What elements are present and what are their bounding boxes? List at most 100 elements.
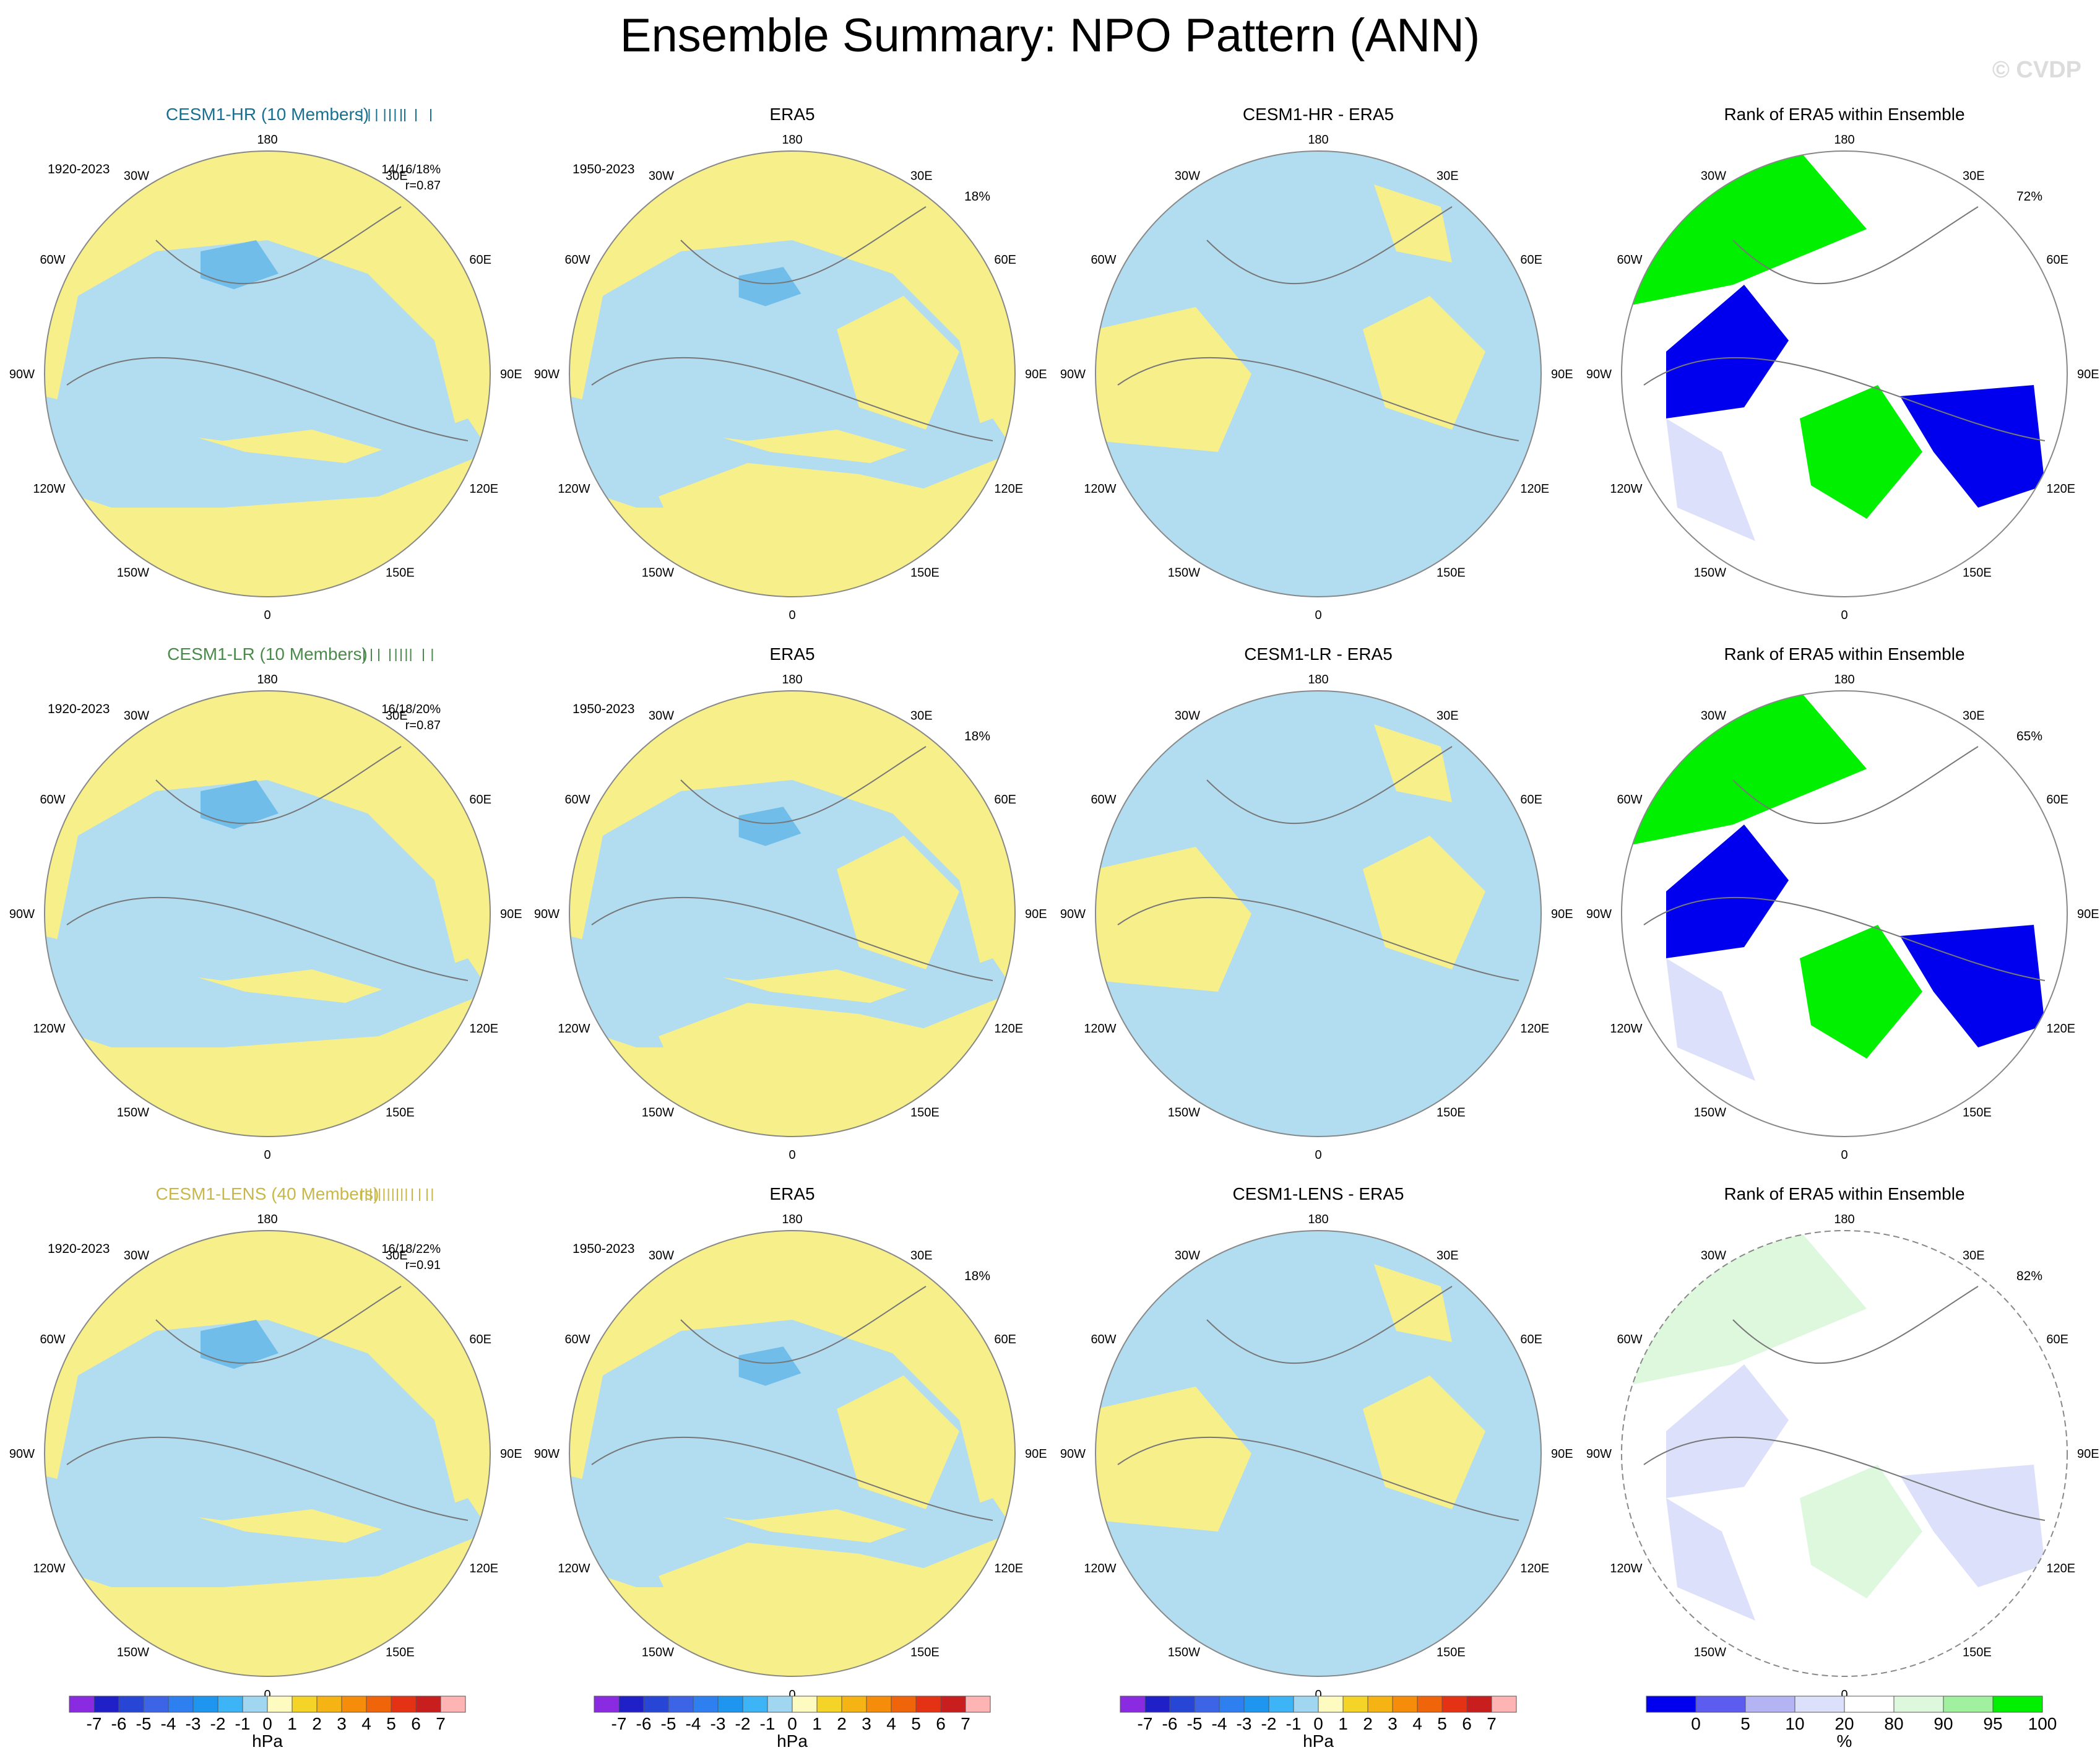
lon-label-right: 30E — [386, 170, 408, 183]
field-positive-region — [837, 836, 959, 969]
rank-lowish-region — [1666, 418, 1755, 541]
lon-label-right: 120E — [994, 1562, 1023, 1575]
lon-label-right: 90E — [1551, 368, 1573, 381]
colorbar-tick-label: 4 — [361, 1714, 371, 1733]
lon-label-bottom: 0 — [264, 1148, 270, 1162]
field-negative-region — [56, 1320, 457, 1531]
lon-label-right: 90E — [500, 368, 522, 381]
colorbar-tick-label: 4 — [1412, 1714, 1422, 1733]
colorbar-swatch — [1293, 1696, 1319, 1713]
explained-variance: 72% — [2016, 189, 2042, 204]
lon-label-right: 60E — [994, 253, 1016, 267]
colorbar-swatch — [1342, 1696, 1368, 1713]
field-negative-region — [569, 396, 1015, 508]
panel-field — [1095, 151, 1541, 597]
map-border — [1095, 150, 1542, 597]
lon-label-right: 60E — [469, 1333, 491, 1346]
colorbar-swatch — [118, 1696, 144, 1713]
lon-label-left: 90W — [1060, 1447, 1086, 1461]
lon-label-right: 150E — [1963, 1106, 1992, 1119]
panel-title: Rank of ERA5 within Ensemble — [1724, 1184, 1964, 1203]
lon-label-left: 90W — [534, 1447, 560, 1461]
coastline — [155, 1286, 402, 1364]
colorbar-tick-label: 80 — [1884, 1714, 1903, 1733]
period-label: 1920-2023 — [48, 162, 110, 176]
lon-label-left: 30W — [1701, 1249, 1726, 1263]
colorbar-unit-label: hPa — [777, 1731, 808, 1751]
colorbar-tick-label: 0 — [1313, 1714, 1323, 1733]
rank-high-region — [1800, 385, 1922, 519]
lon-label-right: 30E — [1963, 1249, 1985, 1263]
period-label: 1950-2023 — [573, 702, 634, 716]
colorbar-tick-label: 5 — [1740, 1714, 1750, 1733]
colorbar-swatch — [643, 1696, 669, 1713]
lon-label-left: 60W — [1617, 253, 1642, 267]
panel-field — [45, 1231, 490, 1676]
colorbar-swatch — [292, 1696, 318, 1713]
lon-label-left: 150W — [1694, 1106, 1726, 1119]
colorbar-swatch — [1194, 1696, 1220, 1713]
lon-label-left: 150W — [1168, 1645, 1200, 1659]
lon-label-left: 60W — [564, 793, 590, 807]
map-border — [1621, 1230, 2068, 1677]
coastline — [591, 896, 993, 981]
colorbar-tick-label: 1 — [812, 1714, 822, 1733]
colorbar-swatch — [93, 1696, 119, 1713]
panel-row3-diff: 180 0 150W 150E 120W 120E 90W 90E 60W 60E 30W 30E CE… — [1060, 1184, 1573, 1702]
panel-field — [1622, 691, 2067, 1137]
lon-label-top: 180 — [782, 673, 802, 687]
colorbar-unit-label: % — [1837, 1731, 1852, 1751]
colorbar-swatch — [1466, 1696, 1492, 1713]
lon-label-right: 90E — [1025, 907, 1047, 921]
lon-label-right: 30E — [1437, 709, 1459, 723]
colorbar-swatch — [1219, 1696, 1245, 1713]
lon-label-left: 150W — [642, 566, 674, 579]
colorbar-1: -7 -6 -5 -4 -3 -2 -1 0 1 2 3 4 5 6 7 hPa — [594, 1696, 991, 1751]
coastline — [1643, 1436, 2046, 1521]
lon-label-right: 60E — [469, 253, 491, 267]
panel-title: ERA5 — [769, 1184, 815, 1203]
map-border — [44, 690, 491, 1137]
colorbar-swatch — [965, 1696, 991, 1713]
lon-label-left: 60W — [1617, 793, 1642, 807]
lon-label-left: 120W — [33, 482, 65, 496]
panel-field — [1095, 1231, 1541, 1676]
colorbar-swatch — [168, 1696, 194, 1713]
rank-low-region — [1666, 1364, 1789, 1498]
lon-label-left: 60W — [1617, 1333, 1642, 1346]
lon-label-right: 60E — [1520, 793, 1542, 807]
colorbar-tick-label: 6 — [1462, 1714, 1472, 1733]
pattern-correlation: r=0.91 — [405, 1258, 441, 1272]
colorbar-tick-label: -7 — [87, 1714, 102, 1733]
colorbar-tick-label: -5 — [1187, 1714, 1203, 1733]
colorbar-tick-label: -5 — [661, 1714, 676, 1733]
lon-label-left: 60W — [1091, 253, 1116, 267]
field-negative-region — [1095, 1231, 1541, 1676]
coastline — [1732, 746, 1979, 825]
colorbar-swatch — [1367, 1696, 1393, 1713]
lon-label-right: 90E — [1025, 368, 1047, 381]
panel-row2-model: 180 0 150W 150E 120W 120E 90W 90E 60W 60E 30W 30E CE… — [9, 644, 522, 1162]
colorbar-tick-label: 5 — [1437, 1714, 1447, 1733]
lon-label-top: 180 — [1308, 673, 1328, 687]
rank-low-region — [1900, 925, 2045, 1047]
coastline — [1117, 896, 1519, 981]
field-negative-region — [56, 240, 457, 452]
colorbar-tick-label: 6 — [936, 1714, 946, 1733]
field-negative-region — [1095, 151, 1541, 597]
lon-label-right: 150E — [910, 1645, 940, 1659]
lon-label-left: 120W — [1610, 482, 1642, 496]
panel-field — [569, 1231, 1015, 1676]
lon-label-right: 30E — [1963, 170, 1985, 183]
lon-label-top: 180 — [257, 133, 277, 147]
coastline — [591, 357, 993, 441]
coastline — [1117, 1436, 1519, 1521]
colorbar-tick-label: -2 — [210, 1714, 226, 1733]
colorbar-tick-label: -6 — [1162, 1714, 1178, 1733]
panel-field — [569, 151, 1015, 597]
coastline — [1643, 896, 2046, 981]
field-positive-region — [1374, 184, 1452, 262]
lon-label-right: 30E — [910, 1249, 933, 1263]
lon-label-right: 120E — [469, 1022, 498, 1036]
pattern-stats: 16/18/22% — [381, 1242, 441, 1256]
